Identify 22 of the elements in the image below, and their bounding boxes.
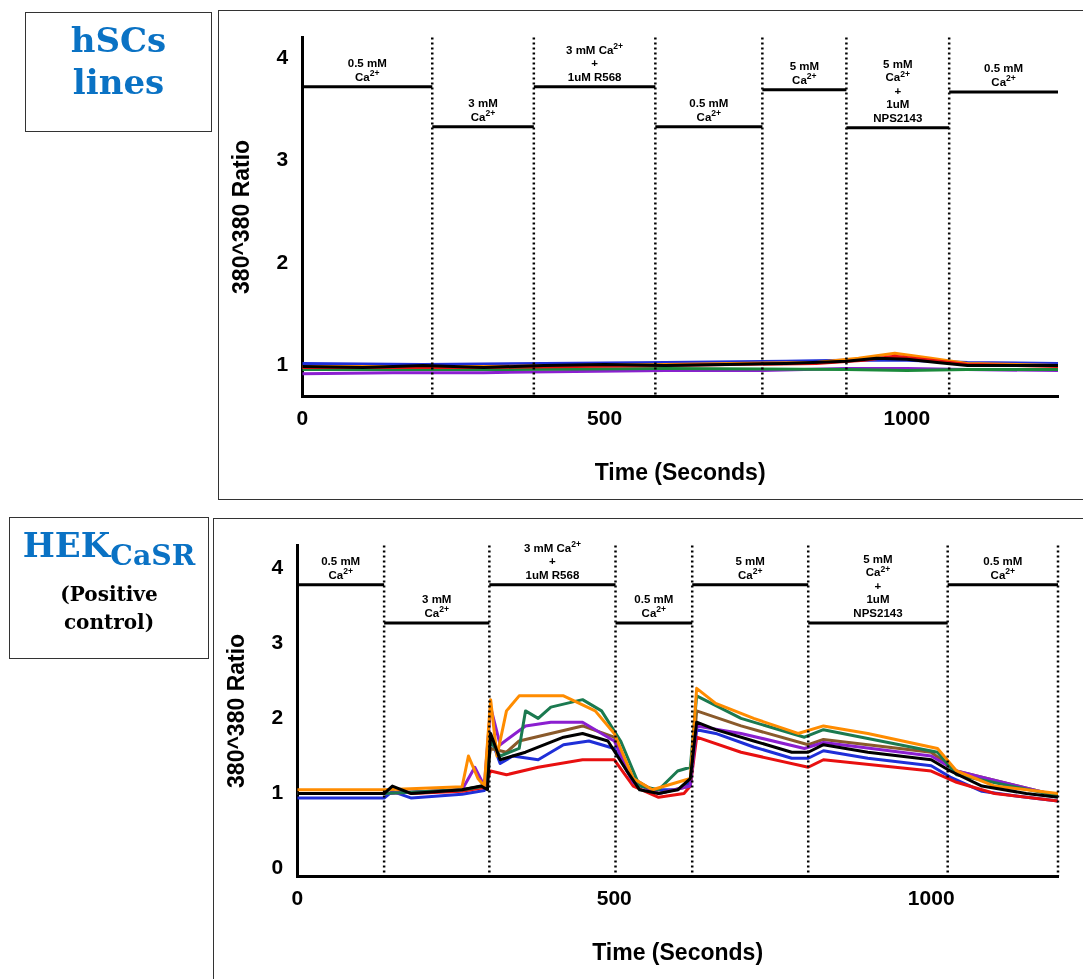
y-tick-label: 0 [271, 855, 284, 879]
x-axis-title: Time (Seconds) [594, 458, 766, 485]
text: (Positive control) [59, 580, 159, 636]
y-tick-label: 2 [271, 705, 284, 729]
y-tick-label: 3 [276, 147, 289, 171]
chart-title: HEK$_{CaSR}$ [21, 524, 197, 574]
y-axis-title: 380^380 Ratio [223, 633, 250, 788]
y-tick-label: 3 [271, 630, 284, 654]
x-tick-label: 0 [296, 405, 309, 429]
y-tick-label: 4 [271, 554, 284, 578]
y-tick-label: 4 [276, 44, 289, 68]
y-axis-title: 380^380 Ratio [228, 139, 255, 294]
y-tick-label: 1 [271, 780, 284, 804]
y-tick-label: 2 [276, 249, 289, 273]
x-tick-label: 1000 [883, 405, 931, 429]
y-tick-label: 1 [276, 352, 289, 376]
x-tick-label: 500 [587, 405, 623, 429]
x-tick-label: 500 [596, 885, 632, 909]
chart-title: hSCs lines [69, 19, 168, 103]
x-tick-label: 1000 [907, 885, 955, 909]
x-axis-title: Time (Seconds) [592, 938, 764, 965]
x-tick-label: 0 [291, 885, 304, 909]
